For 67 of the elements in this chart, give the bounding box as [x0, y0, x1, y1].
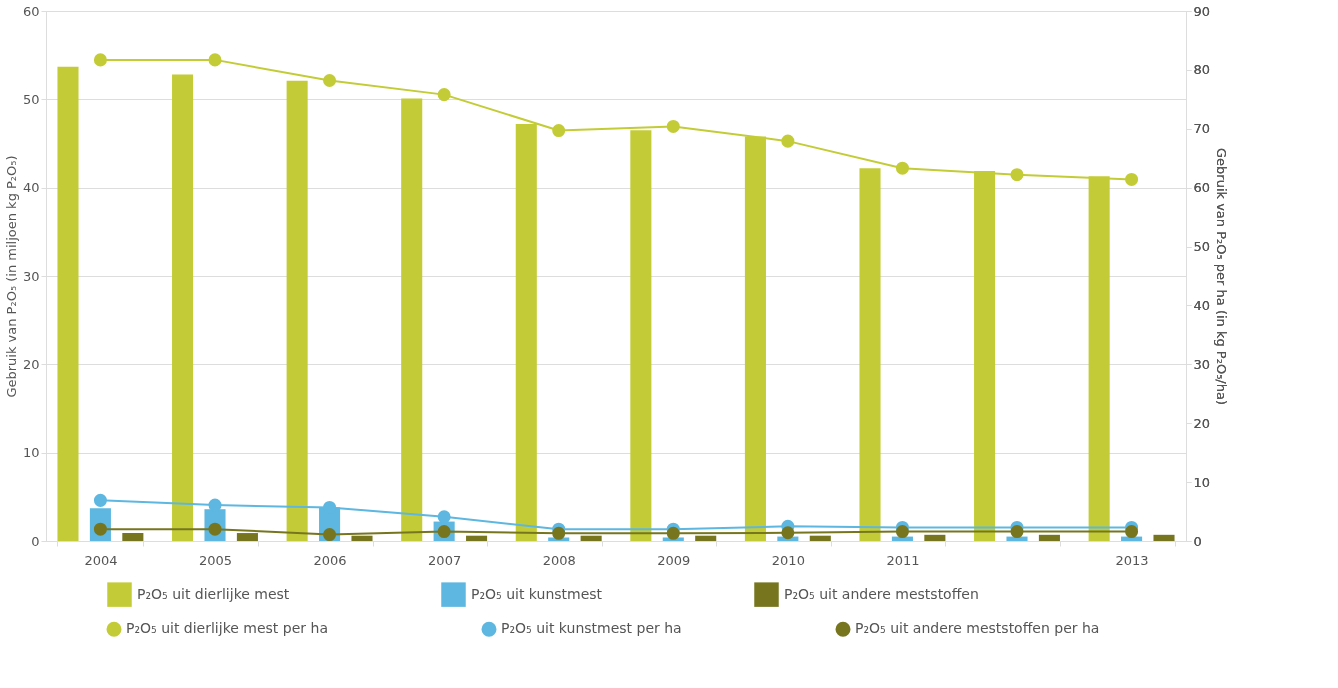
point — [93, 493, 107, 507]
y-tick-label: 50 — [22, 91, 40, 107]
y2-tick-label: 50 — [1193, 239, 1211, 255]
y-tick-label: 30 — [22, 268, 40, 284]
point — [781, 526, 795, 540]
x-tick-label: 2010 — [771, 552, 805, 568]
point — [437, 510, 451, 524]
point — [666, 119, 680, 133]
point — [208, 53, 222, 67]
legend-label: P₂O₅ uit andere meststoffen — [784, 585, 979, 602]
point — [781, 134, 795, 148]
y2-tick-label: 30 — [1193, 356, 1211, 372]
legend-label: P₂O₅ uit andere meststoffen per ha — [855, 620, 1100, 637]
y2-tick-label: 0 — [1193, 533, 1202, 549]
point — [208, 498, 222, 512]
y-tick-label: 0 — [31, 533, 40, 549]
bar — [1038, 534, 1060, 541]
bar — [859, 168, 881, 541]
point — [1010, 168, 1024, 182]
bar — [172, 74, 194, 541]
point — [323, 73, 337, 87]
bar — [122, 533, 144, 541]
point — [552, 124, 566, 138]
x-tick-label: 2011 — [886, 552, 920, 568]
bar — [1153, 534, 1175, 541]
bar — [695, 535, 717, 541]
y2-tick-label: 80 — [1193, 62, 1211, 78]
bar — [401, 98, 423, 541]
y2-tick-label: 70 — [1193, 121, 1211, 137]
y2-axis-title: Gebruik van P₂O₅ per ha (in kg P₂O₅/ha) — [1214, 147, 1230, 406]
x-tick-label: 2013 — [1115, 552, 1149, 568]
y2-tick-label: 20 — [1193, 415, 1211, 431]
point — [437, 88, 451, 102]
y2-tick-label: 40 — [1193, 297, 1211, 313]
bar — [924, 534, 946, 541]
point — [666, 526, 680, 540]
bar — [466, 535, 488, 541]
y-tick-label: 20 — [22, 356, 40, 372]
x-tick-label: 2008 — [542, 552, 576, 568]
point — [1125, 525, 1139, 539]
y-tick-label: 40 — [22, 180, 40, 196]
y-tick-label: 10 — [22, 445, 40, 461]
bar — [580, 535, 602, 541]
y-axis-title: Gebruik van P₂O₅ (in miljoen kg P₂O₅) — [3, 155, 19, 398]
bar — [286, 80, 308, 541]
y2-tick-label: 10 — [1193, 474, 1211, 490]
point — [93, 53, 107, 67]
y2-tick-label: 90 — [1193, 3, 1211, 19]
bar — [57, 66, 79, 541]
legend-label: P₂O₅ uit kunstmest per ha — [501, 620, 682, 637]
x-tick-label: 2004 — [84, 552, 118, 568]
x-tick-label: 2005 — [198, 552, 233, 568]
x-tick-label: 2007 — [428, 552, 462, 568]
legend-label: P₂O₅ uit kunstmest — [471, 585, 603, 602]
point — [1125, 172, 1139, 186]
legend-label: P₂O₅ uit dierlijke mest per ha — [126, 620, 328, 637]
point — [1010, 525, 1024, 539]
bar — [809, 535, 831, 541]
legend-label: P₂O₅ uit dierlijke mest — [137, 585, 290, 602]
point — [323, 528, 337, 542]
x-tick-label: 2009 — [657, 552, 691, 568]
point — [552, 526, 566, 540]
point — [895, 161, 909, 175]
point — [895, 525, 909, 539]
y2-tick-label: 60 — [1193, 180, 1211, 196]
x-tick-label: 2006 — [313, 552, 347, 568]
y-tick-label: 60 — [22, 3, 40, 19]
